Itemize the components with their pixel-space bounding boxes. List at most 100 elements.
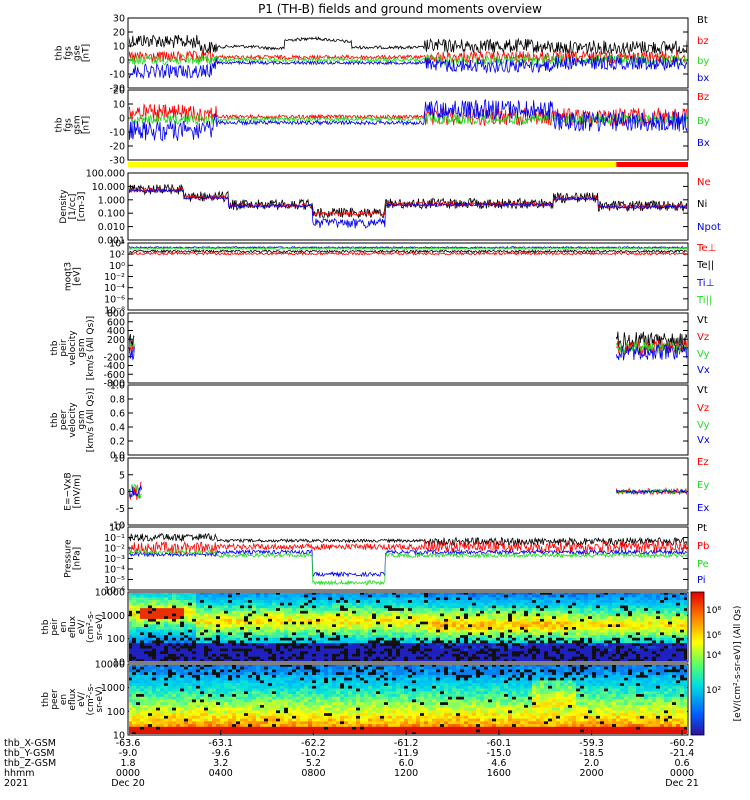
heatmap-cell	[276, 610, 281, 614]
heatmap-cell	[276, 688, 281, 692]
heatmap-cell	[376, 659, 381, 661]
heatmap-cell	[304, 648, 309, 652]
heatmap-cell	[652, 632, 657, 636]
heatmap-cell	[208, 694, 213, 698]
heatmap-cell	[392, 637, 397, 641]
heatmap-cell	[160, 659, 165, 661]
heatmap-cell	[280, 637, 285, 641]
heatmap-cell	[612, 602, 617, 606]
heatmap-cell	[324, 602, 329, 606]
heatmap-cell	[408, 648, 413, 652]
heatmap-cell	[664, 605, 669, 609]
heatmap-cell	[272, 608, 277, 612]
heatmap-cell	[556, 635, 561, 639]
heatmap-cell	[172, 621, 177, 625]
heatmap-cell	[212, 600, 217, 604]
y-label-line: thb	[50, 412, 60, 427]
heatmap-cell	[140, 710, 145, 714]
heatmap-cell	[192, 656, 197, 660]
heatmap-cell	[588, 608, 593, 612]
heatmap-cell	[548, 610, 553, 614]
heatmap-cell	[516, 632, 521, 636]
heatmap-cell	[372, 629, 377, 633]
heatmap-cell	[204, 656, 209, 660]
heatmap-cell	[292, 616, 297, 620]
heatmap-cell	[284, 710, 289, 714]
heatmap-cell	[444, 637, 449, 641]
heatmap-cell	[252, 602, 257, 606]
heatmap-cell	[680, 653, 685, 657]
heatmap-cell	[140, 610, 145, 614]
heatmap-cell	[676, 593, 681, 595]
heatmap-cell	[680, 600, 685, 604]
heatmap-cell	[144, 618, 149, 622]
heatmap-cell	[300, 635, 305, 639]
heatmap-cell	[172, 699, 177, 703]
heatmap-cell	[204, 699, 209, 703]
heatmap-cell	[444, 629, 449, 633]
heatmap-cell	[268, 688, 273, 692]
heatmap-cell	[300, 602, 305, 606]
heatmap-cell	[400, 616, 405, 620]
heatmap-cell	[680, 608, 685, 612]
heatmap-cell	[388, 605, 393, 609]
heatmap-cell	[252, 729, 257, 733]
heatmap-cell	[388, 640, 393, 644]
heatmap-cell	[268, 632, 273, 636]
heatmap-cell	[484, 618, 489, 622]
heatmap-cell	[684, 632, 687, 636]
heatmap-cell	[168, 593, 173, 595]
heatmap-cell	[200, 645, 205, 649]
heatmap-cell	[240, 694, 245, 698]
heatmap-cell	[228, 627, 233, 630]
heatmap-cell	[236, 732, 241, 734]
heatmap-cell	[188, 593, 193, 595]
heatmap-cell	[228, 594, 233, 598]
heatmap-cell	[252, 721, 257, 725]
heatmap-cell	[212, 632, 217, 636]
heatmap-cell	[440, 632, 445, 636]
heatmap-cell	[180, 648, 185, 652]
heatmap-cell	[592, 656, 597, 660]
heatmap-cell	[268, 702, 273, 706]
y-label-line: Pressure	[64, 539, 74, 578]
heatmap-cell	[168, 713, 173, 717]
heatmap-cell	[624, 600, 629, 604]
heatmap-cell	[300, 621, 305, 625]
heatmap-cell	[148, 640, 153, 644]
heatmap-cell	[224, 621, 229, 625]
heatmap-cell	[136, 597, 141, 601]
heatmap-cell	[368, 653, 373, 657]
heatmap-cell	[140, 669, 145, 673]
heatmap-cell	[220, 715, 225, 719]
heatmap-cell	[280, 616, 285, 620]
heatmap-cell	[364, 613, 369, 617]
heatmap-cell	[496, 637, 501, 641]
heatmap-cell	[388, 627, 393, 630]
heatmap-cell	[208, 600, 213, 604]
heatmap-cell	[276, 677, 281, 681]
heatmap-cell	[280, 656, 285, 660]
heatmap-cell	[392, 605, 397, 609]
heatmap-cell	[332, 597, 337, 601]
heatmap-cell	[184, 721, 189, 725]
heatmap-cell	[360, 624, 365, 628]
heatmap-cell	[196, 721, 201, 725]
heatmap-cell	[180, 635, 185, 639]
heatmap-cell	[252, 659, 257, 661]
heatmap-cell	[504, 656, 509, 660]
heatmap-cell	[456, 648, 461, 652]
heatmap-cell	[376, 621, 381, 625]
heatmap-cell	[664, 629, 669, 633]
heatmap-cell	[472, 648, 477, 652]
heatmap-cell	[532, 605, 537, 609]
heatmap-cell	[416, 645, 421, 649]
heatmap-cell	[652, 608, 657, 612]
heatmap-cell	[200, 632, 205, 636]
heatmap-cell	[628, 640, 633, 644]
heatmap-cell	[328, 624, 333, 628]
heatmap-cell	[392, 608, 397, 612]
heatmap-cell	[272, 629, 277, 633]
heatmap-cell	[272, 653, 277, 657]
heatmap-cell	[260, 691, 265, 695]
